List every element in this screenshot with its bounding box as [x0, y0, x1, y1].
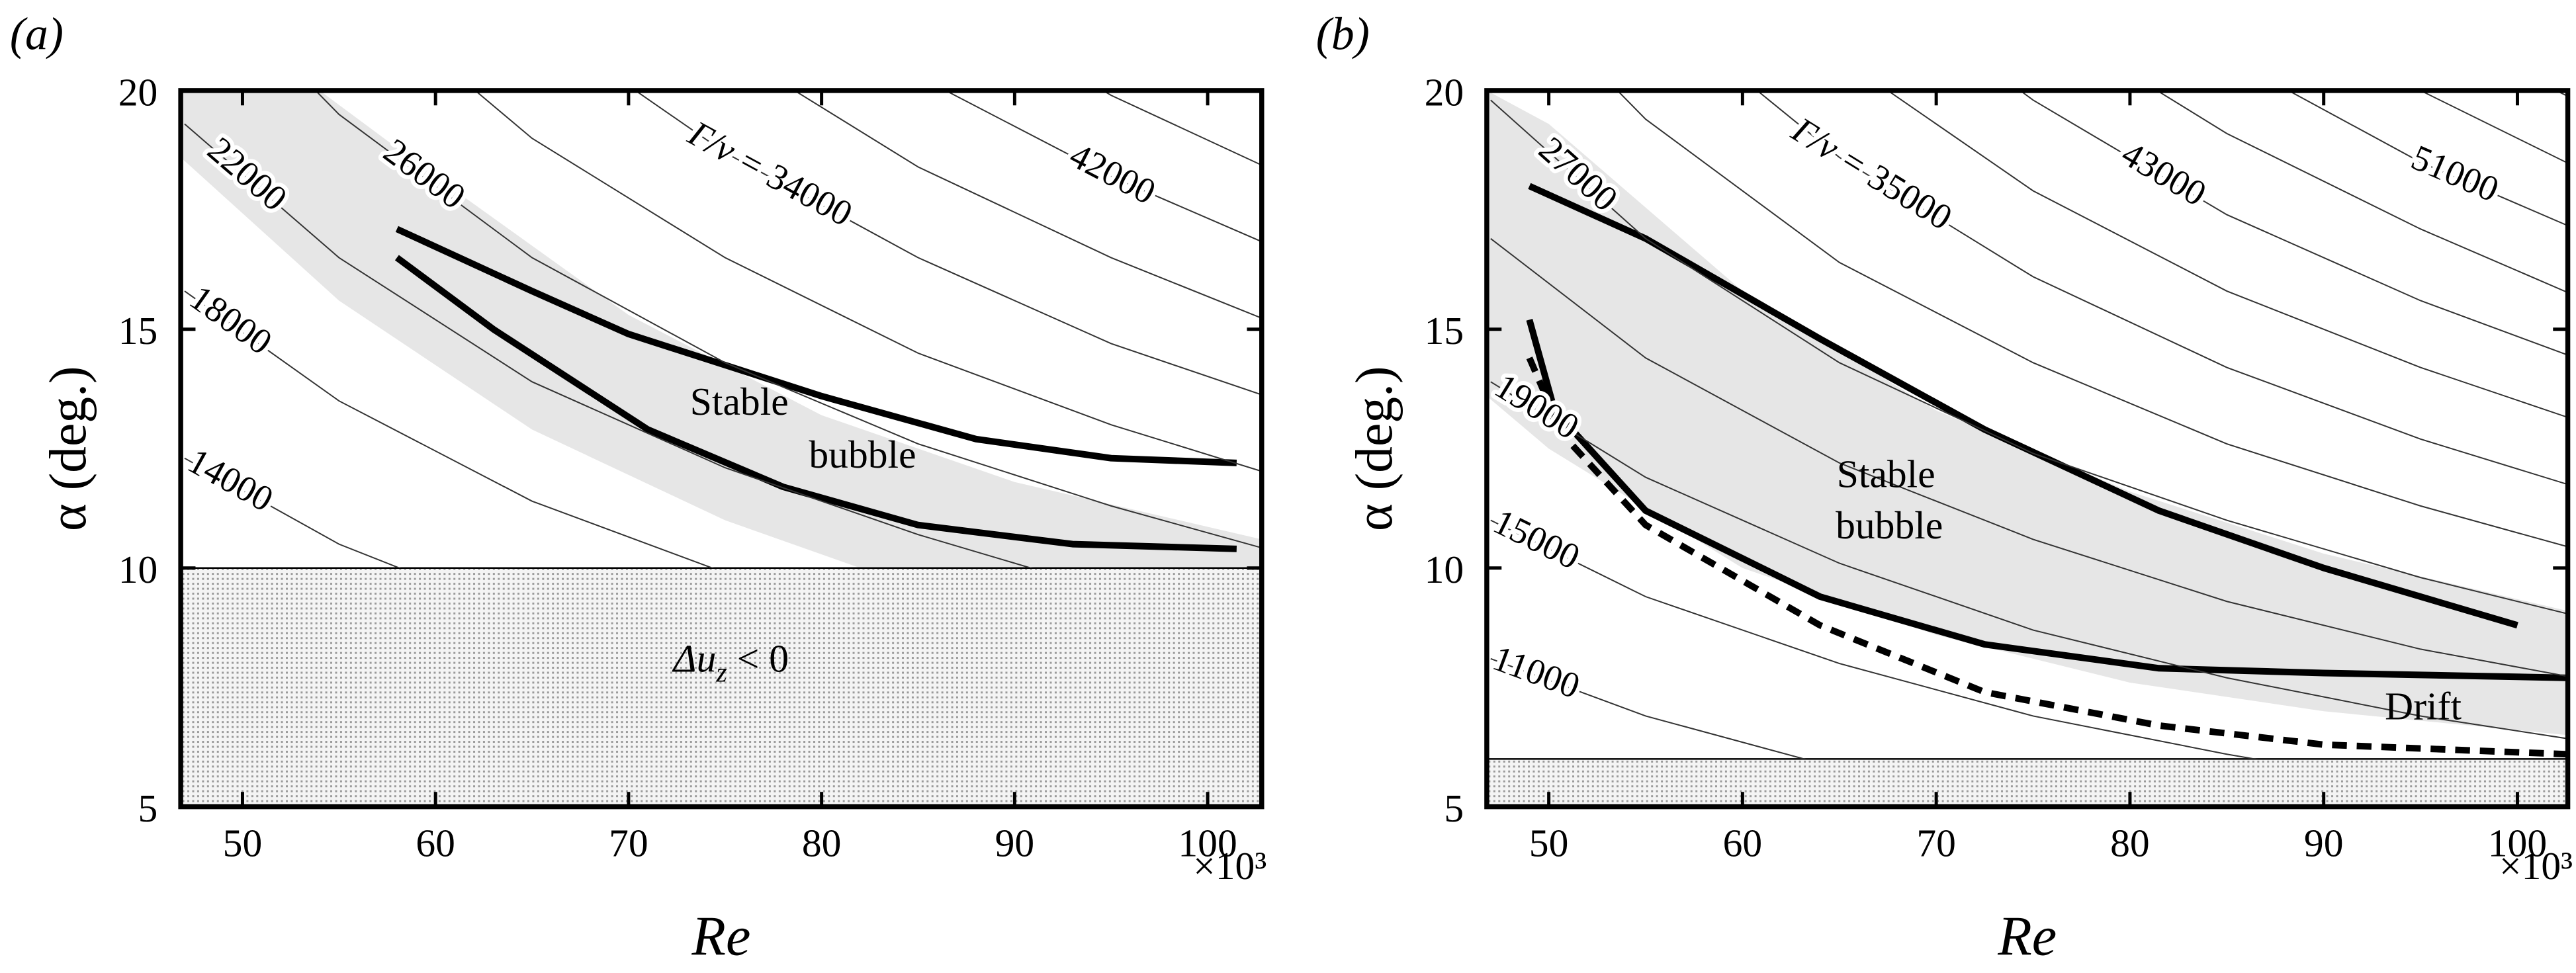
- annotation: Drift: [2385, 685, 2462, 728]
- contour-level: 34000: [761, 155, 860, 233]
- contour-level: 51000: [2406, 136, 2505, 209]
- plot-area: [181, 90, 1262, 807]
- x-axis-label: Re: [691, 906, 750, 968]
- contour-line: [2156, 90, 2568, 294]
- x-tick-label: 90: [995, 821, 1035, 865]
- contour-level: 11000: [1488, 637, 1585, 706]
- y-axis-label: α (deg.): [39, 366, 97, 531]
- x-tick-label: 90: [2304, 821, 2344, 865]
- contour-line: [2419, 90, 2568, 164]
- contour-line: [184, 123, 1034, 568]
- contour-level: 43000: [2115, 133, 2213, 214]
- y-tick-label: 5: [138, 786, 158, 830]
- contour-line: [1490, 381, 2568, 740]
- plot-frame: [1484, 88, 2571, 810]
- panel-label: (b): [1316, 9, 1370, 60]
- contour-line: [184, 457, 402, 568]
- contour-line: [185, 0, 1266, 91]
- contour-line: [1490, 519, 2258, 759]
- y-tick-label: 5: [1444, 786, 1464, 830]
- contour-label: 15000: [1488, 501, 1586, 577]
- contour-label: Γ/ν = 34000: [682, 112, 859, 233]
- shaded-band: [1486, 90, 2568, 736]
- annotation: bubble: [1836, 503, 1943, 547]
- contour-level: 14000: [181, 440, 280, 519]
- plot-frame: [178, 88, 1265, 810]
- x-tick-label: 70: [1916, 821, 1956, 865]
- contour-line: [944, 90, 1262, 243]
- contours: [1490, 90, 2568, 759]
- contour-label: 42000: [1063, 134, 1162, 212]
- contour-line: [314, 90, 1262, 549]
- contour-line: [2554, 90, 2568, 97]
- contours: [184, 0, 1266, 568]
- contour-label: 43000: [2115, 133, 2213, 214]
- x-axis-label: Re: [1997, 906, 2057, 968]
- y-tick-label: 20: [1425, 70, 1464, 114]
- excluded-label-rest: < 0: [727, 636, 789, 680]
- x-multiplier: ×10³: [2499, 844, 2573, 888]
- y-tick-label: 15: [1425, 309, 1464, 353]
- x-tick-label: 100: [1178, 821, 1237, 865]
- contour-label: Γ/ν = 35000: [1785, 108, 1959, 237]
- x-tick-label: 60: [416, 821, 455, 865]
- annotation: Stable: [690, 380, 789, 423]
- contour-line: [1755, 90, 2568, 486]
- series-line: [395, 226, 1237, 466]
- contour-line: [1617, 90, 2568, 548]
- contour-line: [1490, 657, 1807, 759]
- contour-line: [634, 90, 1262, 396]
- contour-level: 42000: [1063, 134, 1162, 212]
- y-tick-label: 10: [118, 548, 158, 591]
- shaded-band: [181, 90, 1262, 568]
- contour-line: [474, 90, 1262, 472]
- x-tick-label: 60: [1723, 821, 1763, 865]
- excluded-region: [181, 568, 1262, 807]
- contour-label: 18000: [183, 276, 280, 362]
- annotation: Stable: [1837, 452, 1935, 496]
- excluded-label-base: Δu: [672, 636, 717, 680]
- y-tick-label: 15: [118, 309, 158, 353]
- x-tick-label: 50: [223, 821, 263, 865]
- x-tick-label: 70: [609, 821, 648, 865]
- series-line: [1526, 357, 2566, 758]
- contour-line: [1490, 99, 2568, 615]
- contour-line: [184, 290, 715, 568]
- y-tick-label: 10: [1425, 548, 1464, 591]
- panel-label: (a): [10, 9, 64, 60]
- contour-line: [793, 90, 1262, 319]
- series-line: [1526, 319, 2566, 681]
- contour-label: 51000: [2406, 136, 2505, 209]
- contour-level: 35000: [1861, 155, 1959, 237]
- series-line: [394, 255, 1237, 552]
- contour-line: [1490, 237, 2568, 677]
- contour-level: 15000: [1488, 501, 1586, 577]
- excluded-label-sub: z: [715, 657, 727, 688]
- x-tick-label: 80: [2110, 821, 2150, 865]
- annotation: bubble: [809, 433, 916, 476]
- contour-label-prefix: Γ/ν =: [682, 112, 779, 190]
- contour-line: [2019, 90, 2568, 356]
- contour-line: [1102, 90, 1262, 166]
- x-tick-label: 50: [1529, 821, 1569, 865]
- x-tick-label: 80: [802, 821, 842, 865]
- y-tick-label: 20: [118, 70, 158, 114]
- plot-area: [1486, 90, 2568, 807]
- contour-label: 14000: [181, 440, 280, 519]
- y-axis-label: α (deg.): [1345, 366, 1403, 531]
- contour-line: [1887, 90, 2568, 419]
- contour-level: 18000: [183, 276, 280, 362]
- contour-label: 11000: [1488, 637, 1585, 706]
- excluded-region: [1486, 759, 2568, 807]
- x-tick-label: 100: [2488, 821, 2547, 865]
- contour-line: [2287, 90, 2568, 227]
- x-multiplier: ×10³: [1193, 844, 1266, 888]
- excluded-label: Δuz < 0: [672, 636, 789, 688]
